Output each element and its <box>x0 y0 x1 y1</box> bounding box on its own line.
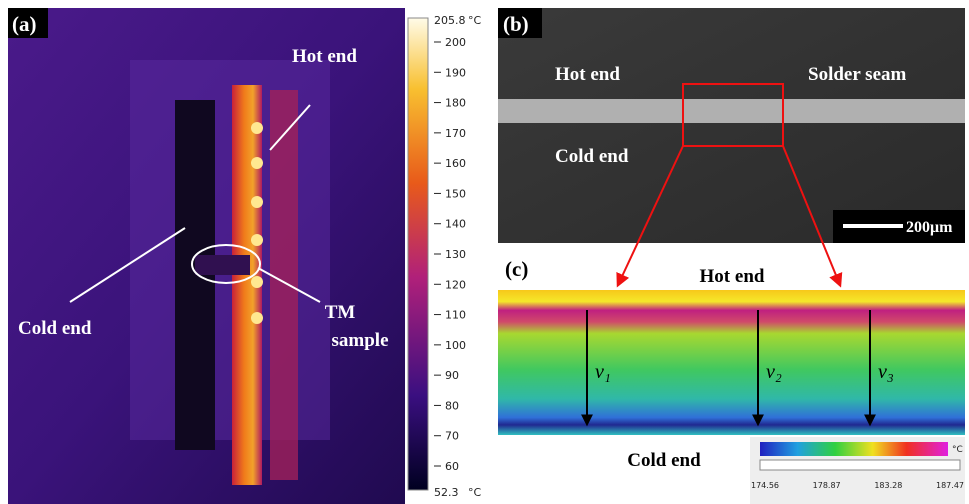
colorbar-tick-label: 130 <box>445 248 466 261</box>
figure: (a) Hot end Cold end TM sample 205.8 °C … <box>0 0 969 504</box>
panel-label: (b) <box>503 12 529 36</box>
colorbar-tick-label: 183.28 <box>874 481 902 490</box>
annotation: Cold end <box>555 146 629 167</box>
colorbar-tick-label: 170 <box>445 127 466 140</box>
solder-seam <box>498 99 965 123</box>
annotation: Cold end <box>18 318 92 339</box>
page: (a) Hot end Cold end TM sample 205.8 °C … <box>0 0 969 504</box>
panel-label: (a) <box>12 12 37 36</box>
annotation: Cold end <box>627 450 701 471</box>
colorbar-tick-label: 190 <box>445 66 466 79</box>
colorbar-ticks: 200 190 180 170 160 150 140 130 120 110 100 90 80 70 6… <box>434 36 466 473</box>
colorbar-track <box>760 460 960 470</box>
annotation: Hot end <box>700 266 765 287</box>
colorbar-tick-label: 200 <box>445 36 466 49</box>
colorbar-max: 205.8 <box>434 14 466 27</box>
heater <box>270 90 298 480</box>
sem-image <box>498 8 965 243</box>
scale-label: 200μm <box>906 219 953 236</box>
colorbar-tick-label: 180 <box>445 97 466 110</box>
colorbar <box>760 442 948 456</box>
annotation: Hot end <box>292 46 357 67</box>
annotation: sample <box>332 330 389 351</box>
colorbar-tick-label: 187.47 <box>936 481 964 490</box>
sample <box>195 255 250 275</box>
colorbar-tick-label: 90 <box>445 369 459 382</box>
colorbar-tick-label: 174.56 <box>751 481 779 490</box>
panel-c: (c) Hot end ν₁ ν₂ ν₃ Cold end °C 174.56 178… <box>498 257 965 504</box>
annotation: Solder seam <box>808 64 907 85</box>
annotation: Hot end <box>555 64 620 85</box>
colorbar-tick-label: 110 <box>445 309 466 322</box>
colorbar-unit: °C <box>952 445 963 455</box>
colorbar-tick-label: 140 <box>445 218 466 231</box>
temperature-map <box>498 290 965 435</box>
colorbar-tick-label: 150 <box>445 187 466 200</box>
colorbar-tick-label: 100 <box>445 339 466 352</box>
annotation: TM <box>325 302 356 323</box>
colorbar-tick-label: 160 <box>445 157 466 170</box>
panel-a: (a) Hot end Cold end TM sample 205.8 °C … <box>8 8 482 504</box>
panel-label: (c) <box>505 257 528 281</box>
panel-b: (b) Hot end Solder seam Cold end 200μm <box>498 8 965 285</box>
colorbar-tick-label: 80 <box>445 399 459 412</box>
colorbar-tick-label: 178.87 <box>813 481 841 490</box>
colorbar-tick-label: 120 <box>445 278 466 291</box>
arrow-label: ν₁ <box>595 361 611 383</box>
colorbar-min: 52.3 <box>434 486 459 499</box>
arrow-label: ν₂ <box>766 361 782 383</box>
colorbar-tick-label: 70 <box>445 430 459 443</box>
arrow-label: ν₃ <box>878 361 894 383</box>
colorbar-unit: °C <box>468 486 482 499</box>
colorbar-unit: °C <box>468 14 482 27</box>
colorbar <box>408 18 428 490</box>
colorbar-tick-label: 60 <box>445 460 459 473</box>
